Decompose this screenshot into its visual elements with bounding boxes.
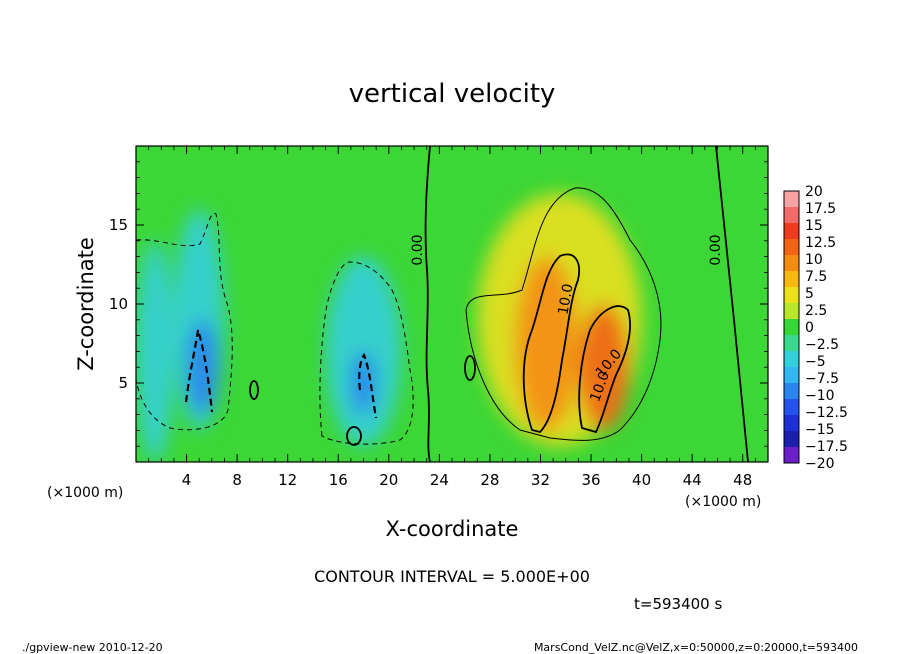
- contour-zero-left: [424, 146, 431, 462]
- y-tick-label: 15: [109, 216, 128, 234]
- colorbar-swatch: [784, 191, 799, 208]
- contour-label-zero-right: 0.00: [708, 234, 724, 265]
- contour-plus10-a: [522, 253, 580, 433]
- colorbar-label: −17.5: [805, 439, 848, 455]
- velocity-cell-6: [515, 256, 579, 431]
- colorbar-label: 2.5: [805, 303, 827, 319]
- y-axis: 5 10 15: [109, 161, 768, 447]
- contour-plus5: [465, 187, 662, 441]
- y-tick-label: 5: [118, 374, 128, 392]
- x-tick-label: 44: [683, 471, 702, 489]
- colorbar-swatch: [784, 399, 799, 416]
- x-tick-label: 20: [379, 471, 398, 489]
- velocity-cell-0: [136, 240, 174, 462]
- velocity-cell-3: [325, 256, 402, 447]
- colorbar-label: 5: [805, 286, 814, 302]
- velocity-field: [136, 193, 642, 462]
- chart-title: vertical velocity: [349, 79, 556, 109]
- colorbar-label: −5: [805, 354, 826, 370]
- contour-zero-right: [715, 146, 749, 462]
- x-tick-label: 12: [278, 471, 297, 489]
- x-axis: 4 8 12 16 20 24 28 32 36 40 44 48: [148, 146, 756, 489]
- contour-label-zero-left: 0.00: [410, 234, 426, 265]
- contour-minus5-mid: [319, 261, 414, 445]
- colorbar-swatch: [784, 319, 799, 336]
- colorbar-swatch: [784, 335, 799, 352]
- contour-small-1: [464, 355, 476, 381]
- contour-minus10-left: [184, 329, 214, 413]
- colorbar-swatch: [784, 303, 799, 320]
- colorbar-swatch: [784, 239, 799, 256]
- colorbar-label: −7.5: [805, 371, 839, 387]
- y-axis-unit-label: (×1000 m): [47, 485, 123, 501]
- footer-left: ./gpview-new 2010-12-20: [22, 641, 163, 654]
- contour-minus5-left: [136, 212, 233, 431]
- x-tick-label: 32: [531, 471, 550, 489]
- x-tick-label: 28: [480, 471, 499, 489]
- colorbar-swatch: [784, 383, 799, 400]
- colorbar-label: −10: [805, 388, 835, 404]
- colorbar: 2017.51512.5107.552.50−2.5−5−7.5−10−12.5…: [783, 184, 848, 472]
- x-tick-label: 4: [182, 471, 192, 489]
- colorbar-label: 20: [805, 184, 823, 200]
- colorbar-swatch: [784, 351, 799, 368]
- x-tick-label: 16: [329, 471, 348, 489]
- contour-small-2: [249, 380, 259, 400]
- x-axis-unit-label: (×1000 m): [685, 494, 761, 510]
- colorbar-swatch: [784, 255, 799, 272]
- colorbar-swatch: [784, 367, 799, 384]
- colorbar-label: 15: [805, 218, 823, 234]
- contour-small-3: [346, 426, 362, 446]
- contour-label-ten-a: 10.0: [555, 283, 576, 316]
- colorbar-swatch: [784, 223, 799, 240]
- plot-area: 0.00 10.0 10.0 10.0 0.00: [136, 146, 768, 462]
- time-text: t=593400 s: [634, 595, 722, 613]
- colorbar-label: 17.5: [805, 201, 836, 217]
- x-axis-label: X-coordinate: [386, 517, 519, 541]
- colorbar-swatch: [784, 287, 799, 304]
- colorbar-label: 10: [805, 252, 823, 268]
- velocity-cell-4: [350, 351, 377, 415]
- y-tick-label: 10: [109, 295, 128, 313]
- colorbar-swatch: [784, 207, 799, 224]
- colorbar-label: 0: [805, 320, 814, 336]
- contour-minus10-mid: [358, 352, 378, 419]
- x-tick-label: 40: [632, 471, 651, 489]
- colorbar-swatch: [784, 271, 799, 288]
- colorbar-label: 7.5: [805, 269, 827, 285]
- colorbar-label: −15: [805, 422, 835, 438]
- x-tick-label: 36: [581, 471, 600, 489]
- colorbar-frame: [783, 190, 800, 464]
- colorbar-swatch: [784, 431, 799, 448]
- contour-plus10-b: [578, 305, 631, 434]
- contour-lines: [136, 146, 749, 462]
- contour-interval-text: CONTOUR INTERVAL = 5.000E+00: [314, 567, 590, 586]
- colorbar-label: 12.5: [805, 235, 836, 251]
- y-axis-label: Z-coordinate: [74, 237, 98, 371]
- colorbar-label: −2.5: [805, 337, 839, 353]
- x-tick-label: 24: [430, 471, 449, 489]
- velocity-cell-7: [578, 304, 629, 431]
- colorbar-label: −20: [805, 456, 835, 472]
- colorbar-swatch: [784, 447, 799, 464]
- colorbar-label: −12.5: [805, 405, 848, 421]
- plot-background: [136, 146, 768, 462]
- x-tick-label: 8: [232, 471, 242, 489]
- footer-right: MarsCond_VelZ.nc@VelZ,x=0:50000,z=0:2000…: [534, 641, 858, 654]
- colorbar-swatch: [784, 415, 799, 432]
- x-tick-label: 48: [733, 471, 752, 489]
